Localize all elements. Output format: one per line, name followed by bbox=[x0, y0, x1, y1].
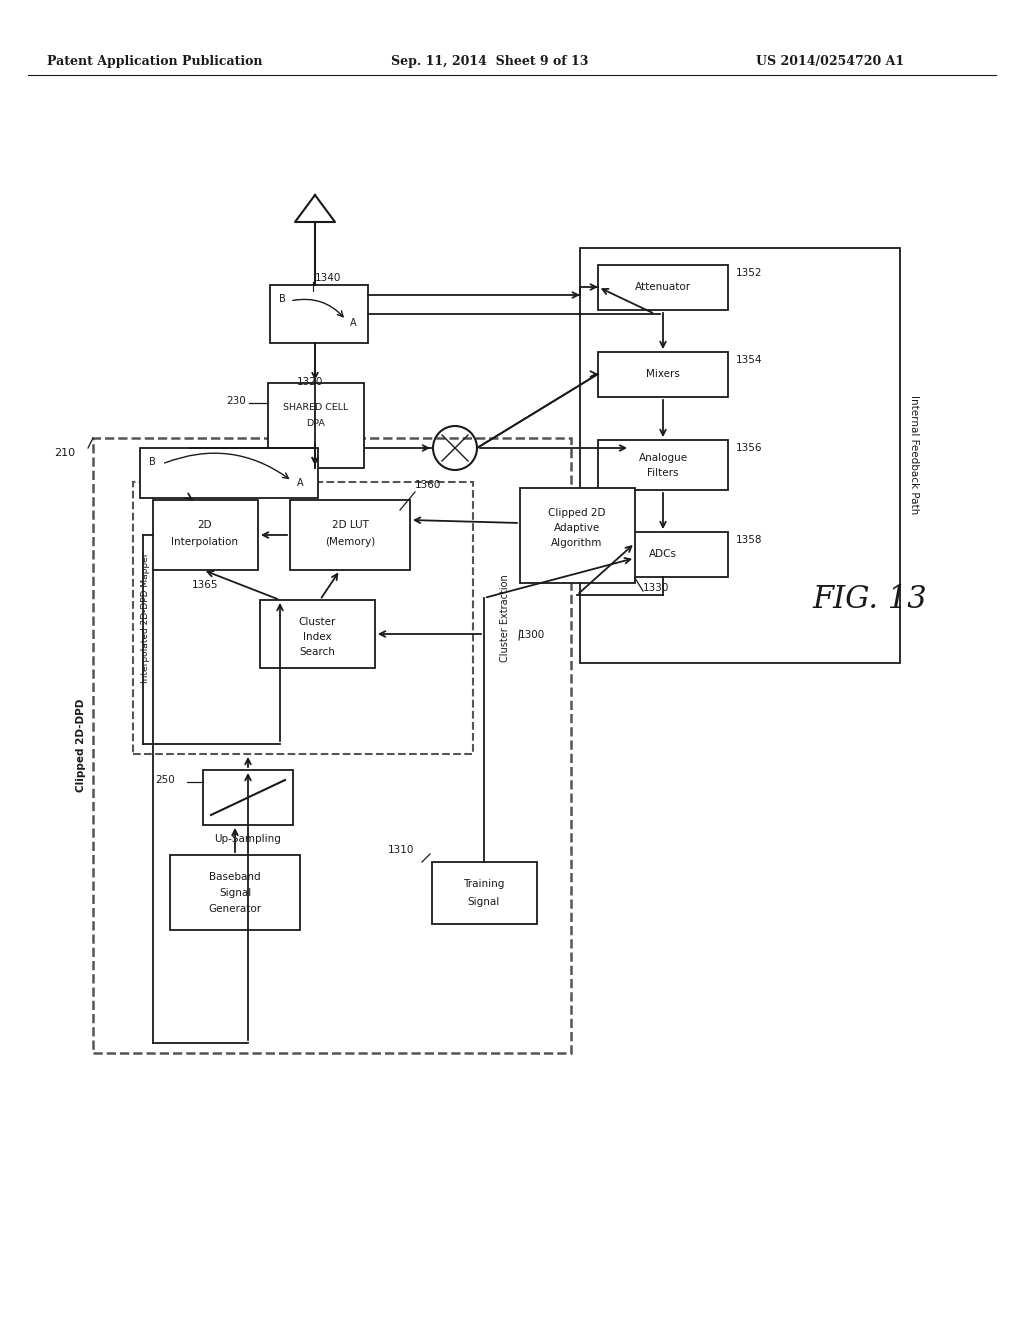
Text: Attenuator: Attenuator bbox=[635, 282, 691, 292]
Bar bbox=[93, 438, 571, 1053]
Bar bbox=[580, 248, 900, 663]
Text: 1320: 1320 bbox=[297, 378, 324, 387]
Bar bbox=[268, 383, 364, 469]
Text: 2D LUT: 2D LUT bbox=[332, 520, 369, 531]
Text: Clipped 2D: Clipped 2D bbox=[548, 508, 606, 517]
Bar bbox=[133, 482, 473, 754]
Text: 2D: 2D bbox=[198, 520, 212, 531]
Text: Mixers: Mixers bbox=[646, 370, 680, 379]
Text: Interpolated 2D-DPD Mapper: Interpolated 2D-DPD Mapper bbox=[140, 553, 150, 684]
Text: Index: Index bbox=[303, 632, 332, 642]
Text: FIG. 13: FIG. 13 bbox=[813, 585, 928, 615]
Bar bbox=[520, 488, 635, 583]
Bar bbox=[170, 855, 300, 931]
Text: ADCs: ADCs bbox=[649, 549, 677, 558]
Bar bbox=[203, 770, 293, 825]
Text: Signal: Signal bbox=[468, 898, 500, 907]
Text: Signal: Signal bbox=[219, 888, 251, 898]
Text: DPA: DPA bbox=[306, 418, 326, 428]
Bar bbox=[290, 500, 410, 570]
Text: Algorithm: Algorithm bbox=[551, 539, 603, 548]
Text: 1300: 1300 bbox=[519, 630, 545, 640]
Text: B: B bbox=[148, 457, 156, 467]
Text: US 2014/0254720 A1: US 2014/0254720 A1 bbox=[756, 55, 904, 69]
Text: 1360: 1360 bbox=[415, 480, 441, 490]
Text: Training: Training bbox=[463, 879, 505, 888]
Text: Up-Sampling: Up-Sampling bbox=[215, 834, 282, 843]
Text: A: A bbox=[349, 318, 356, 327]
Text: 1330: 1330 bbox=[643, 583, 670, 593]
Text: Cluster Extraction: Cluster Extraction bbox=[500, 574, 510, 661]
Bar bbox=[140, 447, 318, 498]
Text: Cluster: Cluster bbox=[298, 616, 336, 627]
Text: 230: 230 bbox=[226, 396, 246, 407]
Bar bbox=[598, 440, 728, 490]
Text: Internal Feedback Path: Internal Feedback Path bbox=[909, 396, 919, 515]
Text: SHARED CELL: SHARED CELL bbox=[284, 404, 348, 412]
Text: B: B bbox=[279, 294, 286, 304]
Text: 250: 250 bbox=[156, 775, 175, 785]
Text: Filters: Filters bbox=[647, 469, 679, 478]
Bar bbox=[260, 601, 375, 668]
Text: 1340: 1340 bbox=[315, 273, 341, 282]
Text: Patent Application Publication: Patent Application Publication bbox=[47, 55, 263, 69]
Bar bbox=[270, 285, 368, 343]
Text: Adaptive: Adaptive bbox=[554, 523, 600, 533]
Bar bbox=[598, 265, 728, 310]
Text: Analogue: Analogue bbox=[638, 453, 687, 463]
Bar bbox=[598, 352, 728, 397]
Text: 1356: 1356 bbox=[736, 444, 763, 453]
Text: 1358: 1358 bbox=[736, 535, 763, 545]
Text: 1352: 1352 bbox=[736, 268, 763, 279]
Text: Sep. 11, 2014  Sheet 9 of 13: Sep. 11, 2014 Sheet 9 of 13 bbox=[391, 55, 589, 69]
Text: A: A bbox=[297, 478, 303, 488]
Text: 1354: 1354 bbox=[736, 355, 763, 366]
Text: 1310: 1310 bbox=[388, 845, 414, 855]
Text: Clipped 2D-DPD: Clipped 2D-DPD bbox=[76, 698, 86, 792]
Text: Search: Search bbox=[299, 647, 335, 657]
Bar bbox=[598, 532, 728, 577]
Text: Interpolation: Interpolation bbox=[171, 537, 239, 546]
Text: 210: 210 bbox=[54, 447, 75, 458]
Text: 1365: 1365 bbox=[191, 579, 218, 590]
Text: Generator: Generator bbox=[209, 904, 261, 913]
Text: (Memory): (Memory) bbox=[325, 537, 375, 546]
Bar bbox=[153, 500, 258, 570]
Bar bbox=[432, 862, 537, 924]
Text: Baseband: Baseband bbox=[209, 873, 261, 882]
